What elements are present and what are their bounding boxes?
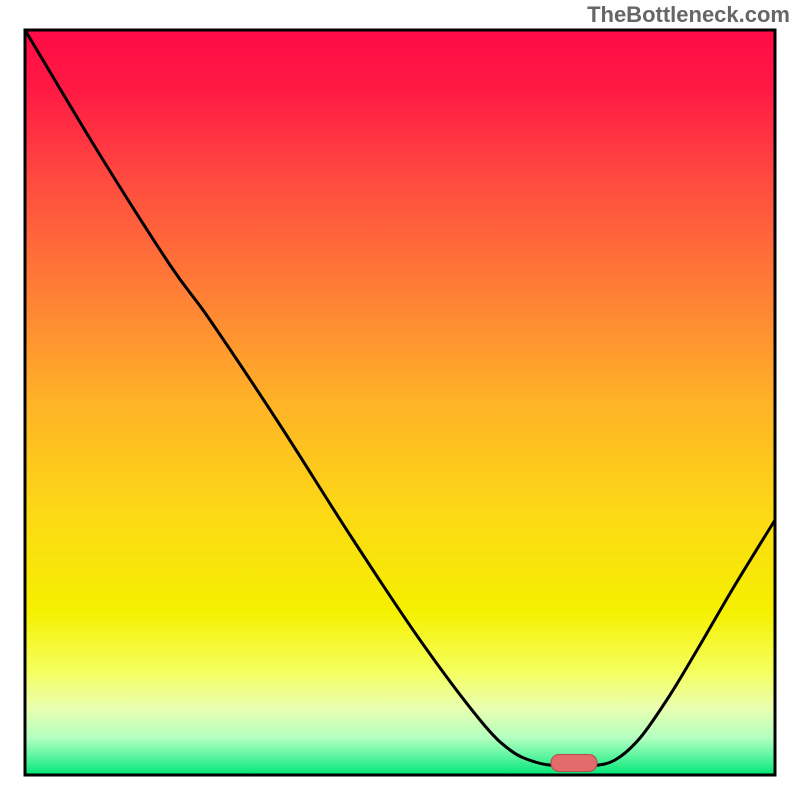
bottleneck-curve-chart [0, 0, 800, 800]
chart-container: TheBottleneck.com [0, 0, 800, 800]
watermark-text: TheBottleneck.com [587, 2, 790, 28]
plot-gradient-background [25, 30, 775, 775]
optimum-marker [551, 755, 597, 772]
